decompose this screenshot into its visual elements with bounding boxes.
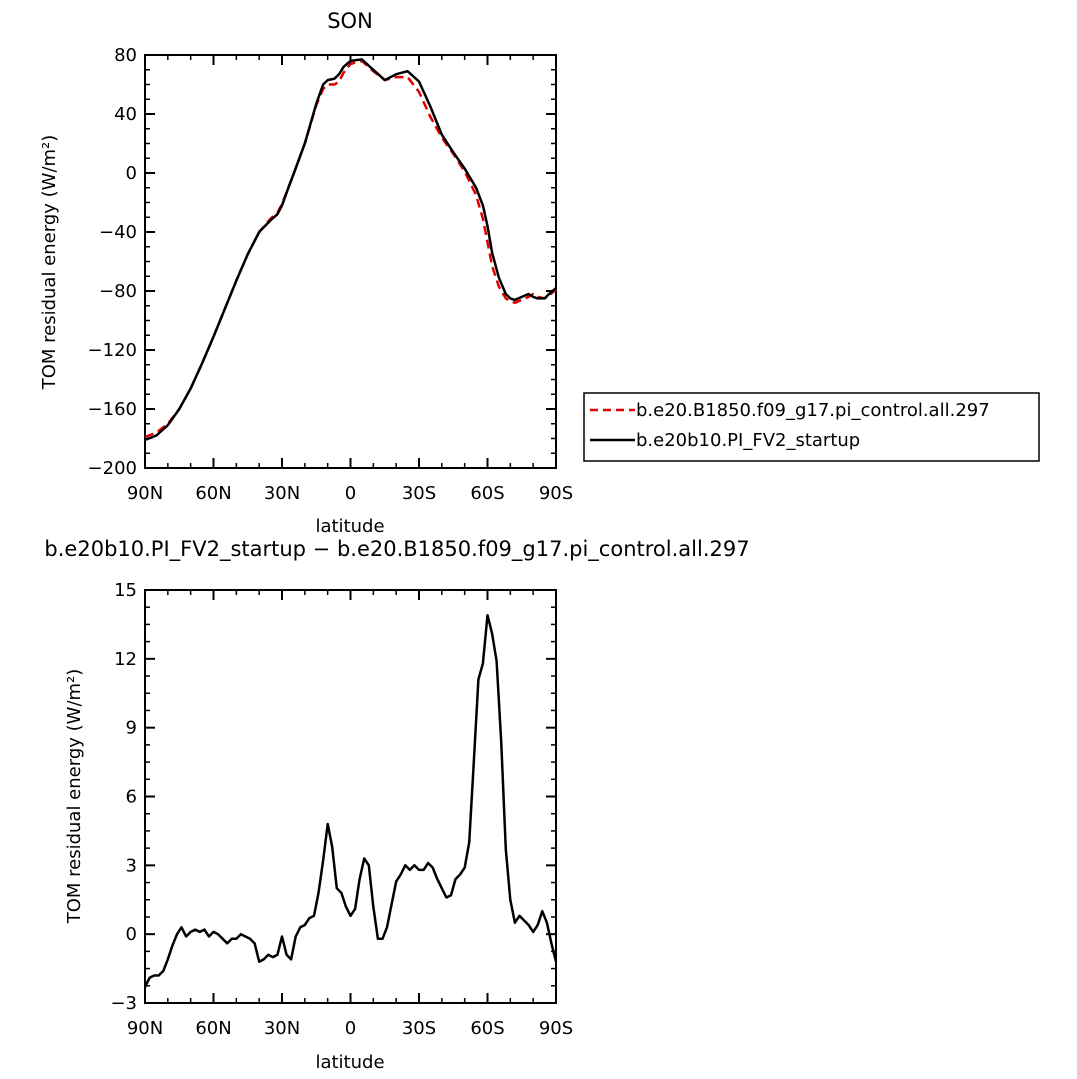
y-tick-label: 80 — [114, 45, 137, 66]
x-tick-label: 30S — [402, 1018, 436, 1039]
x-tick-label: 60N — [195, 483, 231, 504]
bottom-axis-ticks: 90N 60N 30N 0 30S 60S 90S 15 12 9 6 3 0 −3 — [110, 580, 573, 1039]
x-tick-label: 90S — [539, 483, 573, 504]
x-tick-label: 90N — [127, 1018, 163, 1039]
y-tick-label: 0 — [126, 924, 137, 945]
bottom-panel: b.e20b10.PI_FV2_startup − b.e20.B1850.f0… — [44, 537, 749, 1073]
x-tick-label: 60S — [470, 483, 504, 504]
y-tick-label: 6 — [126, 787, 137, 808]
legend-label-control: b.e20.B1850.f09_g17.pi_control.all.297 — [636, 400, 990, 421]
x-tick-label: 90N — [127, 483, 163, 504]
x-tick-label: 30S — [402, 483, 436, 504]
bottom-x-axis-title: latitude — [315, 1052, 384, 1073]
x-tick-label: 30N — [264, 483, 300, 504]
bottom-series-lines — [143, 613, 558, 988]
legend: b.e20.B1850.f09_g17.pi_control.all.297 b… — [583, 392, 1040, 462]
x-tick-label: 0 — [345, 1018, 356, 1039]
y-tick-label: 15 — [114, 580, 137, 601]
y-tick-label: 9 — [126, 718, 137, 739]
bottom-y-axis-title: TOM residual energy (W/m²) — [64, 669, 85, 925]
legend-box — [583, 392, 1040, 462]
y-tick-label: −3 — [110, 993, 137, 1014]
x-tick-label: 0 — [345, 483, 356, 504]
y-tick-label: 0 — [126, 163, 137, 184]
top-panel: SON 90N 60N 30N 0 30S 60S 90S 80 40 0 −40 −80 −120 −1… — [39, 9, 1040, 537]
bottom-panel-title: b.e20b10.PI_FV2_startup − b.e20.B1850.f0… — [44, 537, 749, 562]
y-tick-label: −120 — [88, 340, 137, 361]
y-tick-label: −200 — [88, 458, 137, 479]
series-line-0 — [143, 613, 558, 988]
legend-label-startup: b.e20b10.PI_FV2_startup — [636, 430, 860, 451]
top-x-axis-title: latitude — [315, 516, 384, 537]
y-tick-label: 40 — [114, 104, 137, 125]
x-tick-label: 60S — [470, 1018, 504, 1039]
top-y-axis-title: TOM residual energy (W/m²) — [39, 135, 60, 391]
x-tick-label: 30N — [264, 1018, 300, 1039]
series-line-0 — [144, 59, 557, 439]
y-tick-label: −40 — [99, 222, 137, 243]
y-tick-label: −160 — [88, 399, 137, 420]
series-line-1 — [144, 58, 557, 442]
top-series-lines — [144, 58, 557, 442]
top-axis-ticks: 90N 60N 30N 0 30S 60S 90S 80 40 0 −40 −80 −120 −160 −2… — [88, 45, 574, 504]
y-tick-label: −80 — [99, 281, 137, 302]
x-tick-label: 90S — [539, 1018, 573, 1039]
y-tick-label: 3 — [126, 855, 137, 876]
top-panel-title: SON — [327, 9, 373, 33]
x-tick-label: 60N — [195, 1018, 231, 1039]
y-tick-label: 12 — [114, 649, 137, 670]
